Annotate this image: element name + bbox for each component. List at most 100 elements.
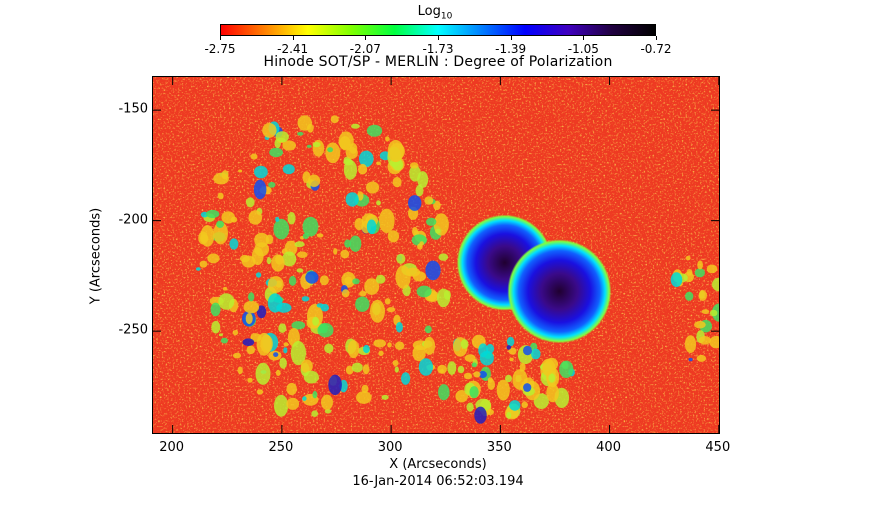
network-patch bbox=[473, 371, 481, 378]
network-patch bbox=[463, 372, 473, 380]
network-patch bbox=[319, 275, 329, 286]
network-patch bbox=[384, 298, 391, 305]
network-patch bbox=[509, 357, 514, 362]
x-tick-label: 450 bbox=[705, 440, 731, 455]
network-patch bbox=[381, 394, 389, 400]
network-patch bbox=[417, 171, 429, 188]
plot-title: Hinode SOT/SP - MERLIN : Degree of Polar… bbox=[263, 54, 613, 70]
network-patch bbox=[345, 365, 354, 375]
network-patch bbox=[250, 153, 258, 160]
network-patch bbox=[698, 290, 707, 301]
network-patch bbox=[275, 216, 280, 222]
network-patch bbox=[709, 335, 719, 349]
network-patch bbox=[436, 288, 451, 308]
colorbar-tick-label: -1.73 bbox=[422, 42, 454, 56]
network-patch bbox=[247, 377, 253, 383]
y-axis-label: Y (Arcseconds) bbox=[88, 207, 104, 305]
network-patch bbox=[542, 361, 553, 376]
network-patch bbox=[684, 335, 697, 353]
network-patch bbox=[254, 232, 269, 248]
network-patch bbox=[217, 192, 224, 200]
network-patch bbox=[505, 374, 512, 383]
network-patch bbox=[412, 345, 426, 362]
network-patch bbox=[412, 226, 418, 236]
network-patch bbox=[424, 196, 434, 205]
network-patch bbox=[460, 339, 469, 349]
network-patch bbox=[366, 181, 380, 194]
network-patch bbox=[288, 275, 297, 286]
network-patch bbox=[354, 218, 364, 231]
network-patch bbox=[433, 200, 441, 211]
network-patch bbox=[273, 352, 279, 357]
network-patch bbox=[385, 136, 390, 142]
network-patch bbox=[253, 179, 267, 200]
network-patch bbox=[486, 343, 495, 354]
network-patch bbox=[279, 357, 287, 369]
network-patch bbox=[697, 260, 703, 270]
network-patch bbox=[506, 411, 512, 419]
observation-timestamp: 16-Jan-2014 06:52:03.194 bbox=[352, 474, 524, 489]
network-patch bbox=[366, 124, 383, 137]
network-patch bbox=[364, 278, 380, 295]
network-patch bbox=[241, 255, 256, 268]
network-patch bbox=[471, 362, 477, 368]
network-patch bbox=[297, 115, 312, 131]
colorbar-tick-mark bbox=[365, 36, 367, 40]
colorbar-tick-mark bbox=[292, 36, 294, 40]
network-patch bbox=[283, 342, 289, 347]
network-patch bbox=[478, 370, 487, 379]
network-patch bbox=[199, 260, 208, 268]
x-tick-label: 300 bbox=[377, 440, 403, 455]
network-patch bbox=[521, 401, 528, 408]
network-patch bbox=[416, 285, 432, 298]
network-patch bbox=[248, 210, 263, 225]
network-patch bbox=[222, 286, 228, 291]
colorbar-tick-mark bbox=[220, 36, 221, 40]
network-patch bbox=[425, 260, 441, 281]
network-patch bbox=[486, 409, 494, 416]
network-patch bbox=[351, 362, 363, 373]
network-patch bbox=[358, 163, 368, 175]
network-patch bbox=[218, 333, 223, 337]
network-patch bbox=[308, 174, 321, 187]
network-patch bbox=[267, 293, 283, 313]
network-patch bbox=[278, 323, 287, 333]
network-patch bbox=[688, 357, 693, 362]
network-patch bbox=[352, 278, 360, 285]
network-patch bbox=[211, 320, 221, 334]
network-patch bbox=[306, 144, 312, 148]
network-patch bbox=[305, 271, 319, 284]
network-patch bbox=[387, 342, 392, 348]
network-patch bbox=[325, 142, 341, 164]
colorbar-tick-label: -2.41 bbox=[277, 42, 309, 56]
network-patch bbox=[361, 384, 369, 394]
x-tick-label: 250 bbox=[268, 440, 294, 455]
network-patch bbox=[324, 343, 334, 354]
colorbar-title: Log10 bbox=[417, 4, 453, 22]
network-patch bbox=[496, 379, 510, 401]
network-patch bbox=[271, 254, 285, 272]
network-patch bbox=[262, 123, 277, 138]
network-patch bbox=[506, 336, 515, 347]
network-patch bbox=[268, 181, 276, 188]
network-patch bbox=[302, 171, 311, 183]
network-patch bbox=[321, 394, 333, 410]
sunspot bbox=[507, 239, 612, 344]
network-patch bbox=[376, 200, 381, 206]
colorbar-tick-mark bbox=[656, 36, 657, 40]
network-patch bbox=[275, 131, 289, 143]
network-patch bbox=[685, 291, 694, 301]
network-patch bbox=[670, 272, 683, 288]
network-patch bbox=[709, 309, 718, 317]
network-patch bbox=[286, 397, 300, 410]
network-patch bbox=[394, 366, 399, 373]
network-patch bbox=[387, 230, 400, 243]
network-patch bbox=[344, 276, 353, 285]
network-patch bbox=[273, 218, 290, 240]
network-patch bbox=[344, 239, 352, 248]
network-patch bbox=[218, 293, 235, 310]
network-patch bbox=[347, 340, 360, 359]
network-patch bbox=[474, 406, 487, 424]
network-patch bbox=[392, 360, 399, 367]
network-patch bbox=[282, 140, 296, 151]
